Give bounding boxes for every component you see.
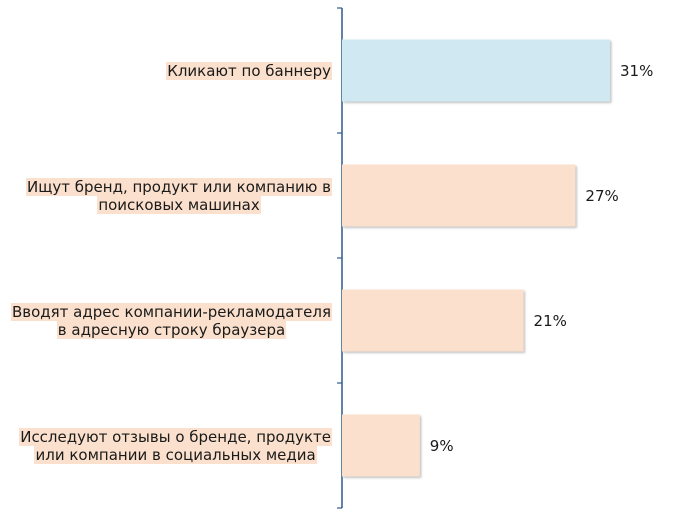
- data-label: 9%: [429, 436, 454, 455]
- bar: [342, 289, 524, 352]
- data-label: 27%: [585, 186, 619, 205]
- bar: [342, 414, 420, 477]
- category-label: Исследуют отзывы о бренде, продукте или …: [19, 427, 332, 464]
- category-label: Кликают по баннеру: [166, 61, 332, 80]
- category-label: Вводят адрес компании-рекламодателя в ад…: [10, 302, 332, 339]
- data-label: 31%: [620, 61, 654, 80]
- bar: [342, 164, 576, 227]
- data-label: 21%: [533, 311, 567, 330]
- category-label: Ищут бренд, продукт или компанию в поиск…: [26, 177, 332, 214]
- bar: [342, 39, 610, 102]
